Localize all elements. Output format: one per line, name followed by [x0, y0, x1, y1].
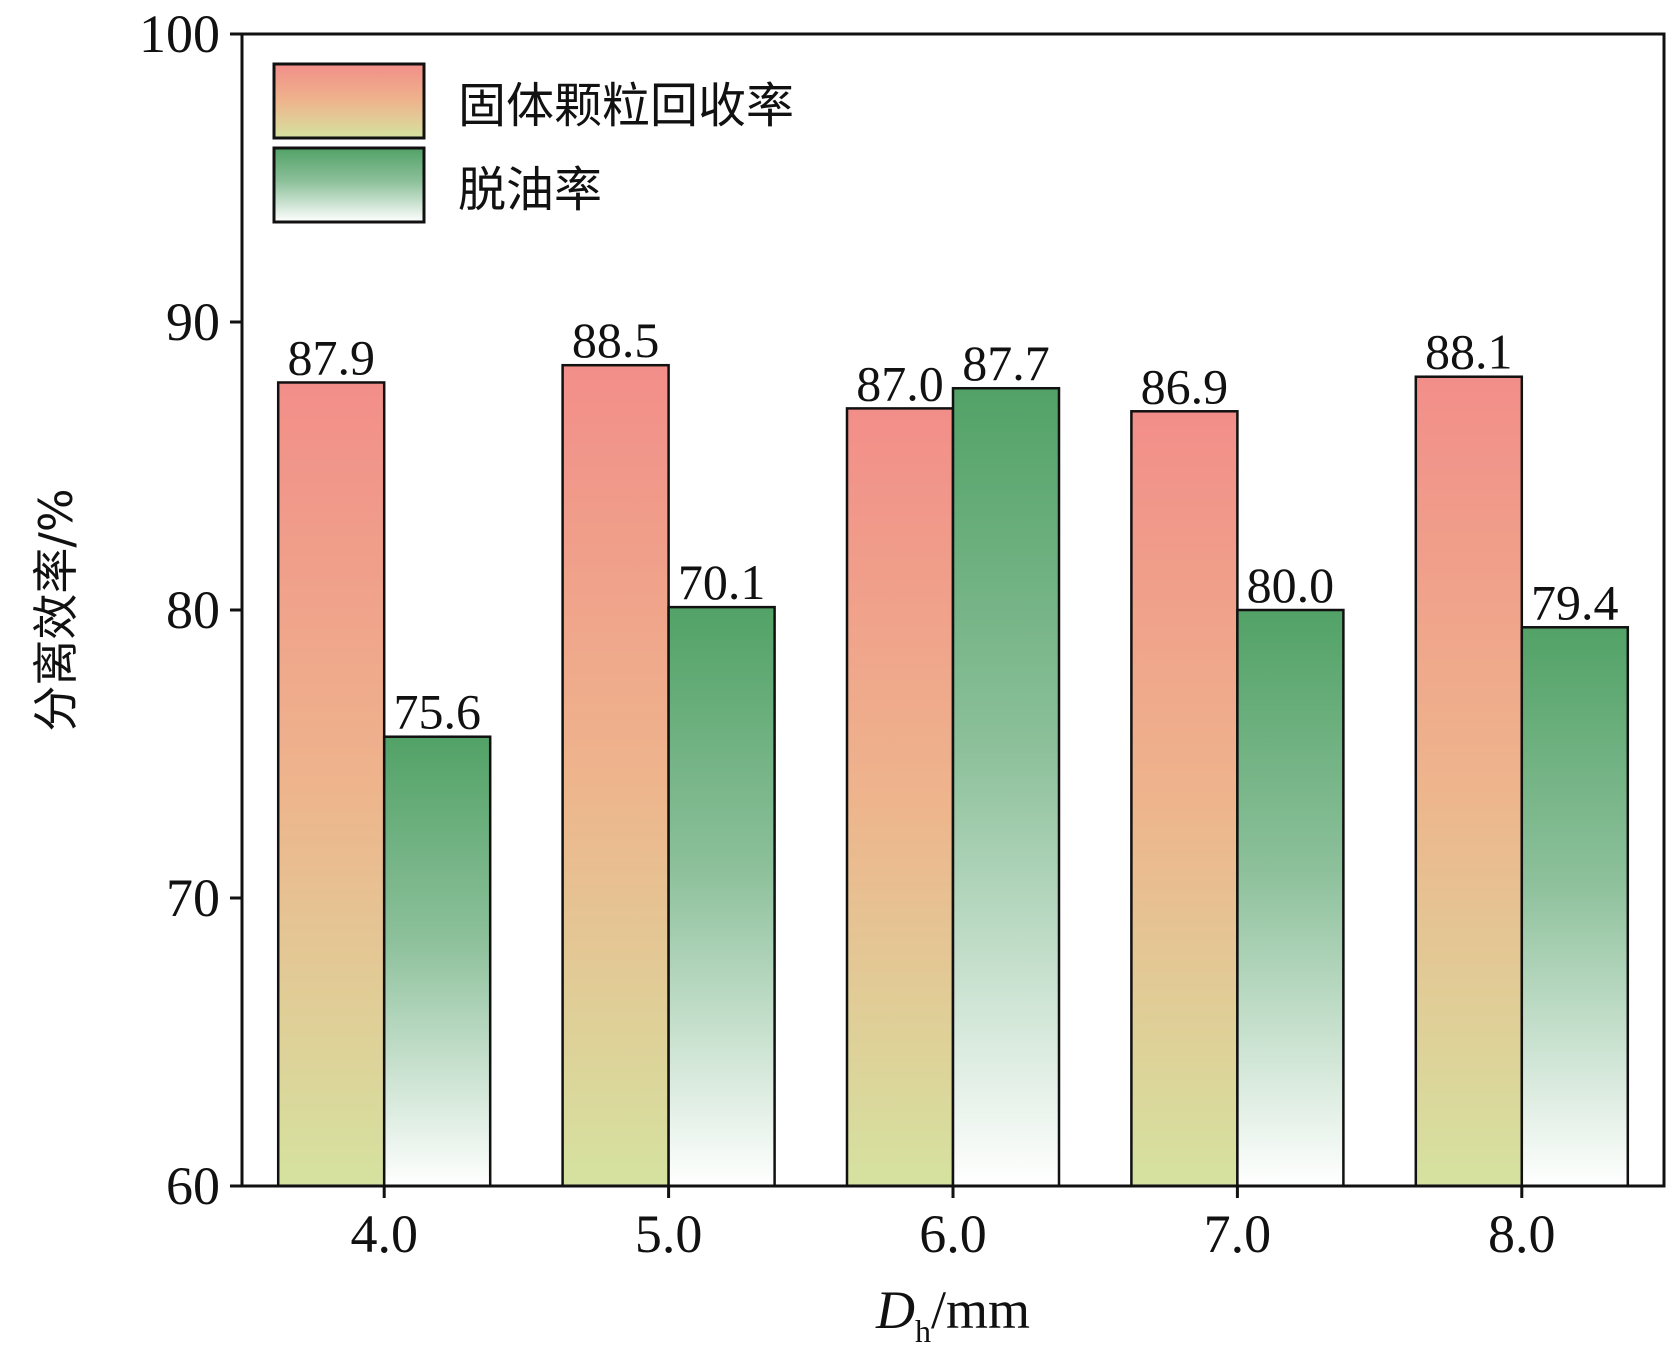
y-tick-label: 60 — [166, 1156, 220, 1216]
x-tick-label: 5.0 — [635, 1204, 703, 1264]
data-label: 75.6 — [393, 684, 481, 740]
legend-label-deoiling: 脱油率 — [458, 162, 602, 218]
data-label: 88.5 — [572, 312, 660, 368]
y-tick-label: 70 — [166, 868, 220, 928]
x-tick-label: 8.0 — [1488, 1204, 1556, 1264]
legend: 固体颗粒回收率 脱油率 — [272, 62, 794, 224]
bar-solid-recovery — [1414, 375, 1524, 1188]
y-tick-label: 80 — [166, 580, 220, 640]
bar-deoiling — [1520, 626, 1630, 1188]
x-axis-label-sub: h — [915, 1313, 931, 1349]
y-tick-label: 100 — [139, 4, 220, 64]
bar-solid-recovery — [276, 381, 386, 1188]
x-axis-label-var: D — [875, 1280, 915, 1340]
bar-solid-recovery — [845, 407, 955, 1188]
data-label: 80.0 — [1247, 557, 1335, 613]
data-label: 87.9 — [287, 329, 375, 385]
x-axis-label: Dh/mm — [875, 1280, 1030, 1349]
data-label: 88.1 — [1425, 324, 1513, 380]
y-axis-ticks: 60 70 80 90 100 — [139, 4, 242, 1216]
bar-deoiling — [1236, 608, 1345, 1188]
bar-deoiling — [382, 735, 492, 1188]
bar-solid-recovery — [1130, 410, 1239, 1188]
data-label: 87.7 — [962, 335, 1050, 391]
data-label: 86.9 — [1141, 358, 1229, 414]
legend-label-solid-recovery: 固体颗粒回收率 — [458, 78, 794, 134]
bar-deoiling — [667, 605, 776, 1188]
y-tick-label: 90 — [166, 292, 220, 352]
bars-group — [276, 363, 1630, 1188]
x-axis-ticks: 4.0 5.0 6.0 7.0 8.0 — [350, 1186, 1556, 1264]
data-labels-group: 87.9 75.6 88.5 70.1 87.0 87.7 86.9 80.0 88.1 79.4 — [287, 312, 1618, 740]
legend-swatch-solid-recovery — [272, 62, 426, 140]
y-axis-label: 分离效率/% — [29, 488, 83, 731]
x-tick-label: 4.0 — [350, 1204, 418, 1264]
x-tick-label: 6.0 — [919, 1204, 987, 1264]
data-label: 87.0 — [856, 355, 944, 411]
x-tick-label: 7.0 — [1204, 1204, 1272, 1264]
legend-swatch-deoiling — [272, 146, 426, 224]
x-axis-label-unit: /mm — [931, 1280, 1030, 1340]
bar-solid-recovery — [561, 363, 670, 1188]
data-label: 79.4 — [1531, 574, 1619, 630]
bar-deoiling — [951, 386, 1061, 1188]
data-label: 70.1 — [678, 554, 766, 610]
